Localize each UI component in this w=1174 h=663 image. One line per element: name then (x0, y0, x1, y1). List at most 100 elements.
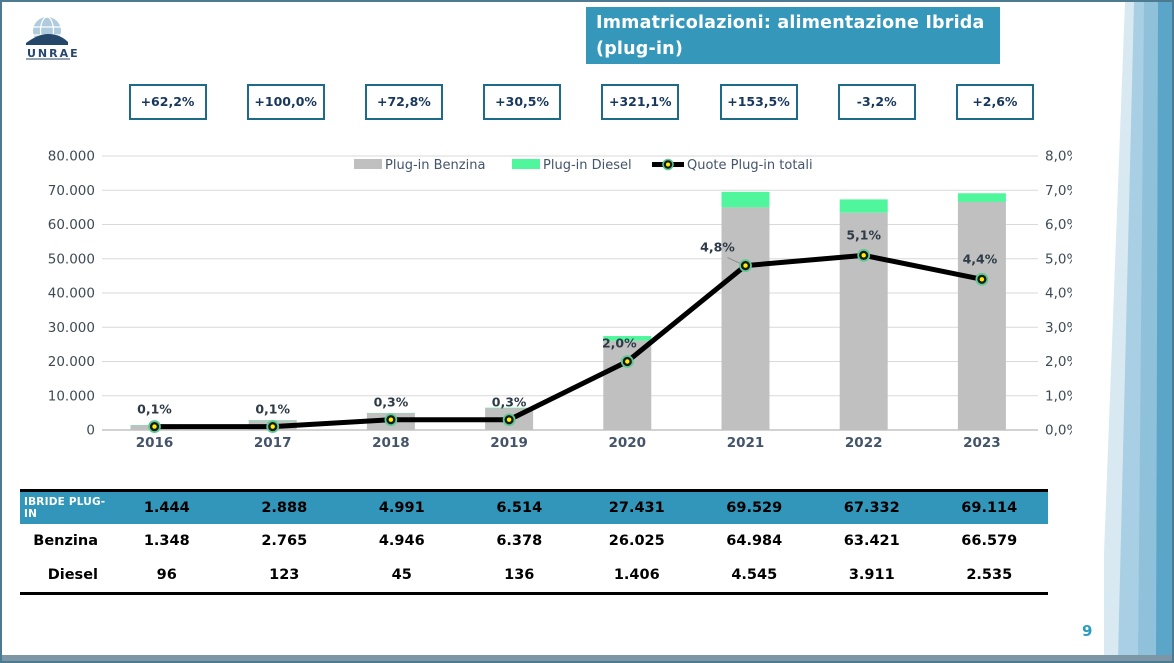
y-axis-right-tick: 7,0% (1045, 183, 1072, 199)
table-cell: 3.911 (848, 567, 895, 583)
table-row-diesel: Diesel 96 123 45 136 1.406 4.545 3.911 2.535 (20, 558, 1048, 592)
y-axis-left-tick: 60.000 (48, 217, 95, 233)
x-axis-label-2018: 2018 (372, 435, 410, 451)
bottom-bar (2, 655, 1172, 661)
y-axis-left-tick: 30.000 (48, 320, 95, 336)
y-axis-left-tick: 0 (86, 423, 95, 439)
table-cell: 6.514 (496, 500, 543, 516)
page-number: 9 (1082, 622, 1093, 640)
growth-box-2016: +62,2% (128, 84, 207, 120)
table-cell: 6.378 (496, 533, 543, 549)
table-cell: 26.025 (608, 533, 665, 549)
legend-swatch-icon (512, 159, 540, 169)
growth-box-2019: +30,5% (483, 84, 562, 120)
table-cell: 1.444 (143, 500, 190, 516)
bar-diesel-2022 (839, 199, 888, 213)
line-data-label: 5,1% (846, 227, 881, 242)
line-data-label: 2,0% (602, 336, 637, 351)
unrae-logo: UNRAE (26, 16, 80, 60)
bar-diesel-2020 (603, 336, 652, 341)
line-data-label: 0,3% (374, 395, 409, 410)
table-cell: 2.888 (261, 500, 308, 516)
line-marker-center (270, 424, 275, 429)
table-cell: 67.332 (843, 500, 900, 516)
table-cell: 4.991 (378, 500, 425, 516)
label-leader-line (727, 257, 741, 265)
line-data-label: 0,3% (492, 395, 527, 410)
y-axis-left-tick: 20.000 (48, 354, 95, 370)
table-cell: 136 (504, 567, 535, 583)
logo-text: UNRAE (27, 47, 80, 60)
line-data-label: 4,8% (700, 240, 735, 255)
quota-line (152, 252, 985, 430)
table-cell: 66.579 (961, 533, 1018, 549)
line-marker-center (979, 277, 985, 282)
line-data-label: 4,4% (963, 251, 998, 266)
decorative-swoosh (1104, 2, 1172, 659)
growth-box-2017: +100,0% (246, 84, 325, 120)
line-data-label: 0,1% (137, 402, 172, 417)
line-marker-center (743, 263, 748, 268)
table-cell: 123 (269, 567, 300, 583)
x-axis-label-2023: 2023 (963, 435, 1001, 451)
x-axis-label-2020: 2020 (609, 435, 647, 451)
legend-marker-center-icon (666, 162, 670, 167)
growth-box-2021: +153,5% (719, 84, 798, 120)
data-table: IBRIDE PLUG-IN 1.444 2.888 4.991 6.514 27.431… (20, 489, 1048, 595)
table-cell: 64.984 (726, 533, 783, 549)
table-cell: 2.765 (261, 533, 308, 549)
y-axis-right-tick: 6,0% (1045, 217, 1072, 233)
y-axis-right-tick: 4,0% (1045, 286, 1072, 302)
table-row-label: Benzina (33, 533, 98, 549)
table-cell: 63.421 (843, 533, 900, 549)
bar-benzina-2023 (957, 201, 1006, 430)
legend-swatch-icon (354, 159, 382, 169)
logo-car-icon (26, 34, 68, 45)
table-row-ibride-plug-in: IBRIDE PLUG-IN 1.444 2.888 4.991 6.514 27.431… (20, 492, 1048, 524)
legend-label: Quote Plug-in totali (687, 158, 813, 173)
table-border (20, 592, 1048, 595)
chart: 80.000 8,0% 70.000 7,0% 60.000 6,0% 50.000 5,0%… (48, 149, 1072, 452)
y-axis-right-tick: 5,0% (1045, 251, 1072, 267)
line-marker-center (152, 424, 157, 429)
slide-title: Immatricolazioni: alimentazione Ibrida (… (586, 7, 1000, 64)
legend-label: Plug-in Benzina (385, 158, 485, 173)
legend-label: Plug-in Diesel (543, 158, 632, 173)
slide-title-line1: Immatricolazioni: alimentazione Ibrida (596, 13, 985, 33)
table-cell: 69.114 (961, 500, 1018, 516)
x-axis-label-2019: 2019 (490, 435, 528, 451)
line-data-label: 0,1% (255, 402, 290, 417)
x-axis-label-2022: 2022 (845, 435, 883, 451)
swoosh-dark (1156, 2, 1172, 659)
bar-benzina-2020 (603, 340, 652, 430)
table-cell: 69.529 (726, 500, 783, 516)
y-axis-right-tick: 0,0% (1045, 423, 1072, 439)
table-border (20, 489, 1048, 492)
line-marker-center (506, 417, 512, 422)
table-row-benzina: Benzina 1.348 2.765 4.946 6.378 26.025 64.984 6… (20, 524, 1048, 558)
bar-diesel-2023 (957, 193, 1006, 202)
line-marker-center (625, 359, 630, 364)
bar-benzina-2022 (839, 212, 888, 430)
growth-boxes-row: +62,2% +100,0% +72,8% +30,5% +321,1% +153,5% -… (2, 84, 1102, 120)
y-axis-left-tick: 40.000 (48, 286, 95, 302)
slide-title-line2: (plug-in) (596, 39, 684, 60)
bar-diesel-2021 (721, 191, 770, 208)
y-axis-right-tick: 8,0% (1045, 149, 1072, 165)
table-cell: 4.946 (378, 533, 425, 549)
table-cell: 2.535 (966, 567, 1013, 583)
table-cell: 1.406 (613, 567, 660, 583)
y-axis-right-tick: 1,0% (1045, 388, 1072, 404)
x-axis-label-2016: 2016 (136, 435, 174, 451)
growth-box-2023: +2,6% (955, 84, 1034, 120)
table-cell: 27.431 (608, 500, 665, 516)
y-axis-left-tick: 50.000 (48, 251, 95, 267)
bar-benzina-2021 (721, 207, 770, 430)
growth-box-2022: -3,2% (837, 84, 916, 120)
line-marker-center (861, 253, 866, 258)
y-axis-left-tick: 70.000 (48, 183, 95, 199)
y-axis-right-tick: 3,0% (1045, 320, 1072, 336)
y-axis-left-tick: 10.000 (48, 388, 95, 404)
table-row-label: Diesel (47, 567, 98, 583)
